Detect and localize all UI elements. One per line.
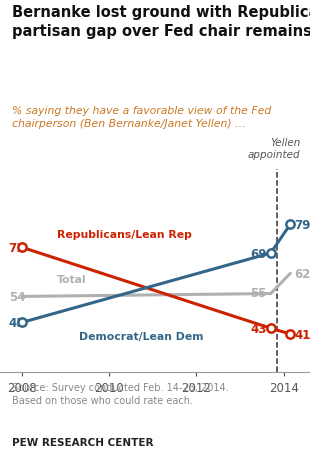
Text: 45: 45 bbox=[9, 316, 25, 329]
Text: Total: Total bbox=[57, 274, 86, 285]
Text: Republicans/Lean Rep: Republicans/Lean Rep bbox=[57, 229, 192, 239]
Text: % saying they have a favorable view of the Fed
chairperson (Ben Bernanke/Janet Y: % saying they have a favorable view of t… bbox=[12, 105, 272, 129]
Text: 69: 69 bbox=[250, 247, 266, 260]
Text: 55: 55 bbox=[250, 286, 266, 299]
Text: 54: 54 bbox=[9, 290, 25, 303]
Text: 71: 71 bbox=[9, 241, 25, 254]
Text: Democrat/Lean Dem: Democrat/Lean Dem bbox=[79, 331, 203, 341]
Text: Source: Survey conducted Feb. 14-23, 2014.
Based on those who could rate each.: Source: Survey conducted Feb. 14-23, 201… bbox=[12, 382, 229, 405]
Text: 62: 62 bbox=[295, 267, 310, 280]
Text: 43: 43 bbox=[250, 322, 266, 335]
Text: 79: 79 bbox=[295, 218, 310, 231]
Text: Yellen
appointed: Yellen appointed bbox=[248, 138, 301, 160]
Text: 41: 41 bbox=[295, 328, 310, 341]
Text: PEW RESEARCH CENTER: PEW RESEARCH CENTER bbox=[12, 437, 154, 447]
Text: Bernanke lost ground with Republicans;
partisan gap over Fed chair remains: Bernanke lost ground with Republicans; p… bbox=[12, 5, 310, 39]
